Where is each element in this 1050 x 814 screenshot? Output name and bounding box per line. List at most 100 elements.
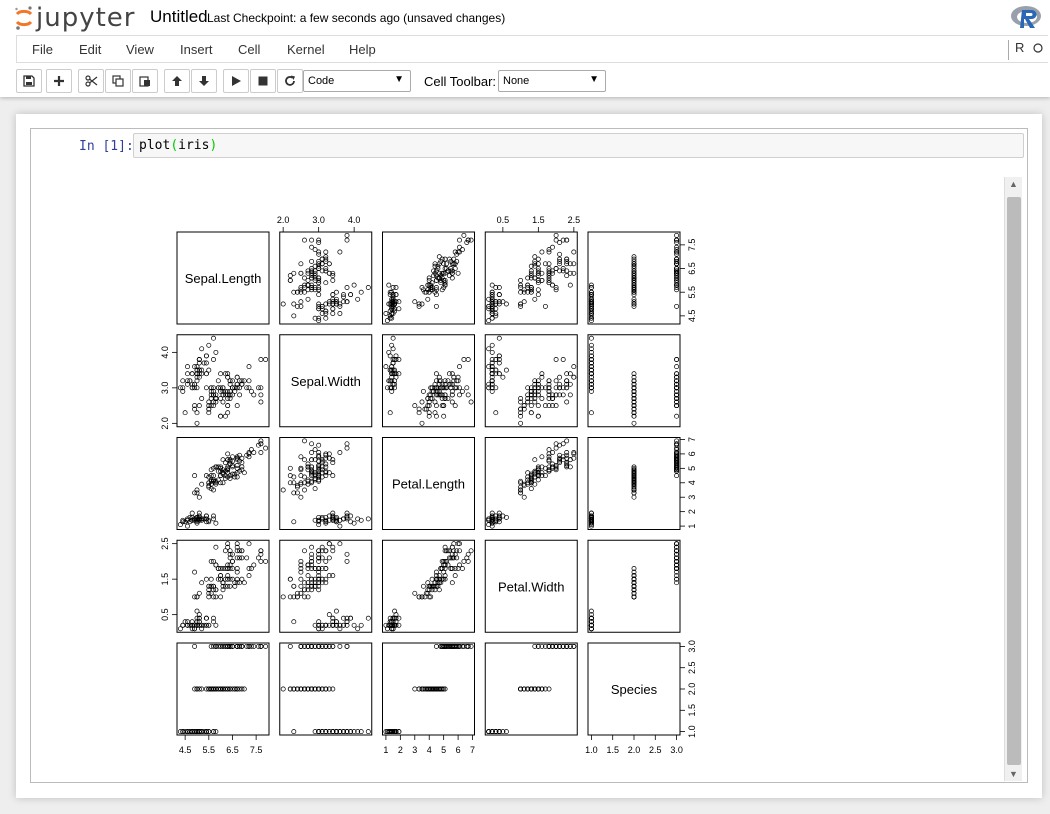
point bbox=[457, 385, 462, 391]
point bbox=[542, 403, 548, 409]
tick-label: 1.0 bbox=[687, 725, 697, 738]
point bbox=[535, 280, 541, 286]
point bbox=[239, 555, 245, 561]
interrupt-kernel-button[interactable] bbox=[250, 69, 276, 93]
copy-button[interactable] bbox=[105, 69, 131, 93]
menu-insert[interactable]: Insert bbox=[180, 42, 213, 57]
move-down-button[interactable] bbox=[191, 69, 217, 93]
menu-help[interactable]: Help bbox=[349, 42, 376, 57]
point bbox=[192, 490, 198, 496]
point bbox=[203, 473, 209, 479]
point bbox=[312, 475, 318, 481]
menu-view[interactable]: View bbox=[126, 42, 154, 57]
point bbox=[196, 686, 202, 692]
point bbox=[392, 306, 398, 312]
point bbox=[528, 477, 534, 483]
point bbox=[674, 580, 680, 586]
code-cell[interactable]: In [1]: plot(iris) Sepal.Length Sepal.Wid… bbox=[30, 128, 1028, 783]
point bbox=[227, 555, 233, 561]
point bbox=[535, 277, 541, 283]
point bbox=[535, 403, 541, 409]
menu-kernel[interactable]: Kernel bbox=[287, 42, 325, 57]
point bbox=[426, 413, 432, 419]
point bbox=[218, 388, 224, 394]
point bbox=[316, 261, 322, 267]
point bbox=[337, 450, 343, 455]
insert-cell-button[interactable] bbox=[46, 69, 72, 93]
point bbox=[535, 287, 541, 293]
point bbox=[674, 465, 680, 471]
notebook-name[interactable]: Untitled bbox=[150, 7, 208, 26]
move-up-button[interactable] bbox=[164, 69, 190, 93]
stop-icon bbox=[258, 76, 268, 86]
menu-edit[interactable]: Edit bbox=[79, 42, 102, 57]
point bbox=[326, 622, 332, 628]
point bbox=[333, 299, 339, 305]
point bbox=[489, 357, 495, 362]
point bbox=[550, 282, 555, 288]
point bbox=[316, 240, 322, 245]
point bbox=[196, 590, 202, 596]
point bbox=[532, 392, 538, 398]
point bbox=[496, 360, 502, 366]
point bbox=[674, 258, 680, 264]
menu-cell[interactable]: Cell bbox=[238, 42, 261, 57]
point bbox=[319, 261, 325, 267]
point bbox=[211, 357, 216, 362]
tick-label: 4 bbox=[687, 480, 697, 485]
scroll-up-icon[interactable]: ▲ bbox=[1009, 179, 1018, 189]
point bbox=[348, 292, 354, 298]
point bbox=[489, 381, 495, 387]
point bbox=[206, 406, 212, 412]
point bbox=[525, 396, 531, 401]
point bbox=[213, 392, 219, 398]
point bbox=[239, 378, 245, 384]
point bbox=[234, 463, 240, 468]
cell-type-select[interactable]: Code ▼ bbox=[303, 70, 411, 92]
point bbox=[631, 282, 637, 288]
menu-file[interactable]: File bbox=[32, 42, 53, 57]
paste-button[interactable] bbox=[132, 69, 158, 93]
point bbox=[333, 296, 339, 302]
scroll-down-icon[interactable]: ▼ bbox=[1009, 769, 1018, 779]
point bbox=[631, 478, 637, 484]
point bbox=[294, 483, 300, 489]
point bbox=[215, 686, 221, 692]
output-scrollbar[interactable]: ▲ ▼ bbox=[1004, 177, 1022, 781]
point bbox=[225, 403, 231, 409]
point bbox=[316, 277, 322, 283]
point bbox=[567, 381, 573, 387]
point bbox=[187, 378, 193, 384]
point bbox=[560, 457, 566, 463]
save-button[interactable] bbox=[16, 69, 42, 93]
point bbox=[222, 548, 228, 554]
point bbox=[448, 566, 454, 571]
point bbox=[532, 385, 538, 391]
point bbox=[185, 517, 190, 523]
point bbox=[560, 357, 566, 362]
point bbox=[564, 385, 570, 391]
point bbox=[432, 263, 438, 269]
point bbox=[631, 566, 637, 571]
run-cell-button[interactable] bbox=[223, 69, 249, 93]
point bbox=[220, 467, 226, 473]
point bbox=[423, 406, 429, 412]
jupyter-logo[interactable]: jupyter bbox=[14, 3, 135, 33]
point bbox=[674, 555, 680, 561]
cut-button[interactable] bbox=[78, 69, 104, 93]
point bbox=[298, 465, 304, 471]
point bbox=[518, 301, 524, 307]
cell-toolbar-select[interactable]: None ▼ bbox=[498, 70, 606, 92]
code-input[interactable]: plot(iris) bbox=[133, 133, 1024, 158]
point bbox=[459, 247, 465, 253]
scroll-thumb[interactable] bbox=[1007, 197, 1021, 765]
panel-0-0 bbox=[176, 231, 270, 325]
point bbox=[234, 580, 240, 586]
point bbox=[457, 244, 462, 250]
point bbox=[496, 299, 502, 305]
point bbox=[631, 287, 637, 293]
point bbox=[535, 261, 541, 267]
restart-kernel-button[interactable] bbox=[277, 69, 303, 93]
point bbox=[419, 420, 425, 426]
point bbox=[631, 254, 637, 260]
